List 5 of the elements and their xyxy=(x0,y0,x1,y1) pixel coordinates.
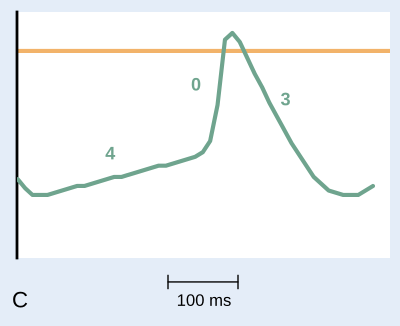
text: C xyxy=(13,292,28,308)
text: 100 ms xyxy=(178,294,231,306)
annotation: 4 xyxy=(106,146,116,160)
annotation: 3 xyxy=(280,92,290,106)
annotation: 0 xyxy=(192,78,200,91)
